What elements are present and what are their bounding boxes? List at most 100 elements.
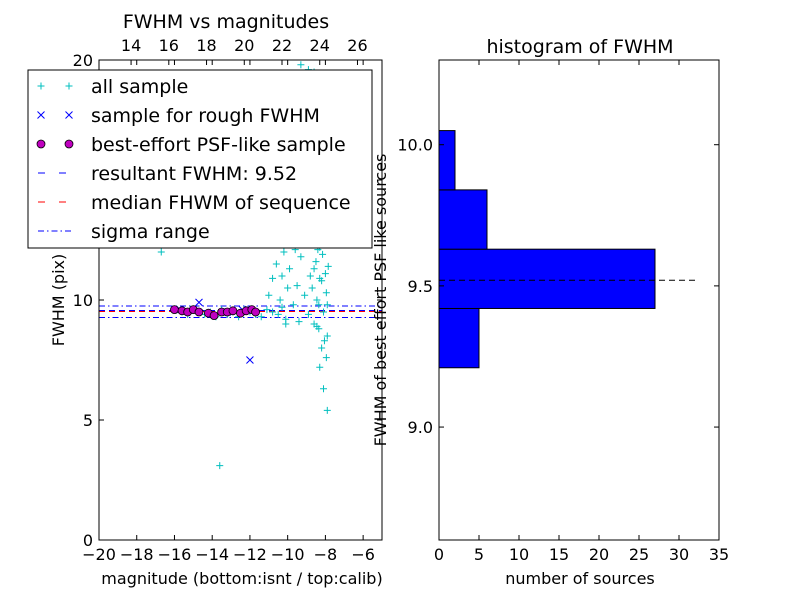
x-tick-label: −18	[120, 545, 154, 564]
legend-label: sample for rough FWHM	[91, 105, 320, 127]
x-tick-label: 5	[474, 545, 484, 564]
histogram-panel: 0 5 10 15 20 25 30 35 9.0 9.5 10.0 histogram of FW…	[371, 36, 729, 588]
scatter-title: FWHM vs magnitudes	[123, 11, 329, 33]
point-all-sample	[274, 310, 282, 318]
y-tick-label: 9.5	[408, 277, 433, 296]
point-all-sample	[319, 250, 327, 258]
histogram-bar	[438, 130, 456, 191]
y-tick-label: 5	[83, 411, 93, 430]
scatter-legend: all sample sample for rough FWHM best-effo…	[27, 69, 373, 249]
top-x-tick-label: 18	[196, 36, 216, 55]
point-all-sample	[312, 258, 320, 266]
point-all-sample	[272, 260, 280, 268]
point-all-sample	[313, 296, 321, 304]
y-tick-label: 9.0	[408, 418, 433, 437]
point-all-sample	[263, 306, 271, 314]
legend-marker-x	[37, 111, 45, 119]
point-all-sample	[320, 308, 328, 316]
point-all-sample	[320, 385, 328, 393]
point-all-sample	[316, 274, 324, 282]
point-all-sample	[318, 344, 326, 352]
point-rough-sample	[195, 298, 203, 307]
top-x-tick-label: 22	[272, 36, 292, 55]
point-all-sample	[322, 289, 330, 297]
point-all-sample	[280, 248, 288, 256]
legend-marker-circle	[36, 139, 46, 149]
point-all-sample	[289, 301, 297, 309]
legend-marker-plus	[65, 82, 73, 90]
histogram-axes-frame	[438, 59, 720, 541]
x-tick-label: −16	[158, 545, 192, 564]
point-all-sample	[278, 303, 286, 311]
scatter-ylabel: FWHM (pix)	[49, 254, 68, 347]
x-tick-label: −8	[314, 545, 338, 564]
x-tick-label: 15	[549, 545, 569, 564]
x-tick-label: −14	[195, 545, 229, 564]
point-all-sample	[297, 253, 305, 261]
legend-label: all sample	[91, 76, 188, 98]
legend-marker-x	[65, 111, 73, 119]
point-all-sample	[301, 291, 309, 299]
top-x-tick-label: 20	[234, 36, 254, 55]
point-all-sample	[304, 310, 312, 318]
scatter-xlabel: magnitude (bottom:isnt / top:calib)	[101, 569, 382, 588]
legend-label: resultant FWHM: 9.52	[91, 163, 297, 185]
point-all-sample	[323, 406, 331, 414]
histogram-bar	[438, 248, 656, 309]
histogram-bar	[438, 307, 480, 369]
point-all-sample	[306, 272, 314, 280]
x-tick-label: 25	[629, 545, 649, 564]
point-psf-sample	[228, 306, 238, 316]
x-tick-label: −20	[82, 545, 116, 564]
legend-box	[27, 69, 373, 249]
point-all-sample	[323, 332, 331, 340]
x-tick-label: −6	[351, 545, 375, 564]
point-all-sample	[323, 301, 331, 309]
point-all-sample	[265, 291, 273, 299]
histogram-ticks: 0 5 10 15 20 25 30 35 9.0 9.5 10.0	[397, 60, 729, 564]
histogram-xlabel: number of sources	[505, 569, 655, 588]
top-x-tick-label: 24	[310, 36, 330, 55]
point-all-sample	[316, 363, 324, 371]
legend-marker-plus	[37, 82, 45, 90]
point-all-sample	[216, 462, 224, 470]
histogram-ylabel: FWHM of best effort PSF like sources	[371, 154, 390, 447]
point-all-sample	[286, 265, 294, 273]
x-tick-label: 0	[434, 545, 444, 564]
point-rough-sample	[246, 356, 254, 364]
point-all-sample	[269, 308, 277, 316]
x-tick-label: 30	[669, 545, 689, 564]
point-all-sample	[284, 284, 292, 292]
y-tick-label: 0	[83, 531, 93, 550]
point-psf-sample	[251, 307, 260, 317]
y-tick-label: 10	[73, 291, 93, 310]
point-all-sample	[282, 320, 290, 328]
scatter-ticks: −20−18−16−14−12−10−8−6051015201416182022…	[73, 36, 382, 564]
point-all-sample	[295, 318, 303, 326]
x-tick-label: 35	[709, 545, 729, 564]
legend-label: median FHWM of sequence	[91, 192, 351, 214]
point-all-sample	[322, 354, 330, 362]
top-x-tick-label: 26	[347, 36, 367, 55]
point-all-sample	[310, 265, 318, 273]
legend-label: sigma range	[91, 221, 210, 243]
histogram-bar	[438, 189, 488, 250]
point-all-sample	[269, 274, 277, 282]
histogram-bars	[438, 130, 695, 369]
point-all-sample	[293, 282, 301, 290]
point-all-sample	[297, 61, 305, 69]
point-all-sample	[257, 313, 265, 321]
top-x-tick-label: 14	[121, 36, 141, 55]
point-all-sample	[278, 272, 286, 280]
point-all-sample	[157, 248, 165, 256]
x-tick-label: 20	[589, 545, 609, 564]
point-all-sample	[308, 284, 316, 292]
point-all-sample	[276, 296, 284, 304]
histogram-title: histogram of FWHM	[486, 36, 673, 58]
point-psf-sample	[170, 305, 179, 315]
point-all-sample	[313, 322, 321, 330]
point-psf-sample	[194, 307, 204, 317]
point-psf-sample	[209, 311, 219, 321]
legend-label: best-effort PSF-like sample	[91, 134, 346, 156]
